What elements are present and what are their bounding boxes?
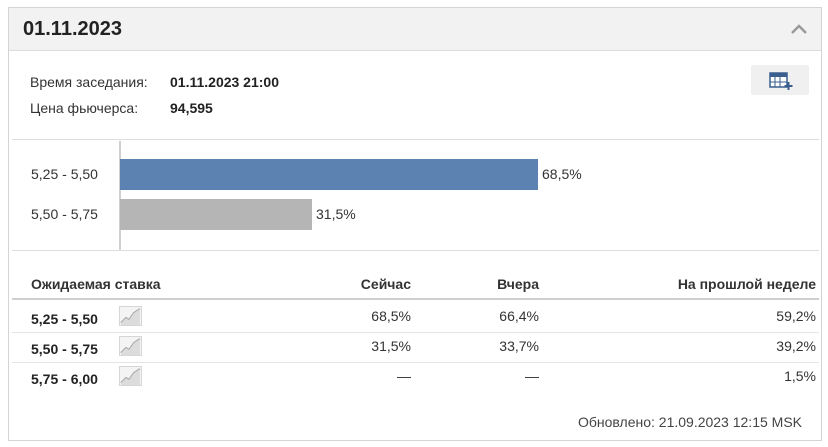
cell-now: 31,5% (371, 338, 411, 354)
row-divider (12, 362, 819, 363)
updated-timestamp: Обновлено: 21.09.2023 12:15 MSK (577, 414, 802, 430)
bar-value-label: 68,5% (542, 166, 582, 182)
cell-yesterday: 66,4% (499, 308, 539, 324)
futures-price-row: Цена фьючерса: 94,595 (30, 100, 213, 116)
chart-axis (119, 141, 121, 250)
futures-price-value: 94,595 (170, 100, 213, 116)
bar-5-50-5-75 (120, 199, 312, 230)
futures-price-label: Цена фьючерса: (30, 100, 139, 116)
cell-yesterday: — (525, 368, 539, 384)
col-header-last-week: На прошлой неделе (677, 276, 816, 292)
collapse-button[interactable] (787, 18, 811, 40)
bar-value-label: 31,5% (316, 206, 356, 222)
cell-yesterday: 33,7% (499, 338, 539, 354)
panel-header: 01.11.2023 (9, 8, 821, 51)
col-header-yesterday: Вчера (497, 276, 539, 292)
table-header-line (12, 298, 819, 300)
meeting-time-row: Время заседания: 01.11.2023 21:00 (30, 74, 279, 90)
row-range: 5,50 - 5,75 (31, 341, 98, 357)
col-header-now: Сейчас (360, 276, 411, 292)
cell-now: — (397, 368, 411, 384)
line-chart-icon[interactable] (119, 306, 142, 326)
bar-label: 5,25 - 5,50 (31, 166, 98, 182)
add-to-calendar-button[interactable] (751, 65, 809, 95)
meeting-time-label: Время заседания: (30, 74, 148, 90)
calendar-add-icon (769, 72, 793, 90)
row-range: 5,25 - 5,50 (31, 311, 98, 327)
row-range: 5,75 - 6,00 (31, 371, 98, 387)
col-header-expected-rate: Ожидаемая ставка (31, 276, 161, 292)
chart-divider (12, 250, 819, 251)
cell-now: 68,5% (371, 308, 411, 324)
line-chart-icon[interactable] (119, 366, 142, 386)
cell-last-week: 59,2% (776, 308, 816, 324)
cell-last-week: 39,2% (776, 338, 816, 354)
bar-5-25-5-50 (120, 159, 538, 190)
row-divider (12, 332, 819, 333)
line-chart-icon[interactable] (119, 336, 142, 356)
meeting-time-value: 01.11.2023 21:00 (170, 74, 279, 90)
info-divider (12, 139, 819, 140)
fed-rate-panel: 01.11.2023 Время заседания: 01.11.2023 21… (8, 7, 822, 441)
bar-label: 5,50 - 5,75 (31, 206, 98, 222)
panel-title: 01.11.2023 (23, 18, 122, 40)
chevron-up-icon (791, 24, 807, 34)
cell-last-week: 1,5% (784, 368, 816, 384)
